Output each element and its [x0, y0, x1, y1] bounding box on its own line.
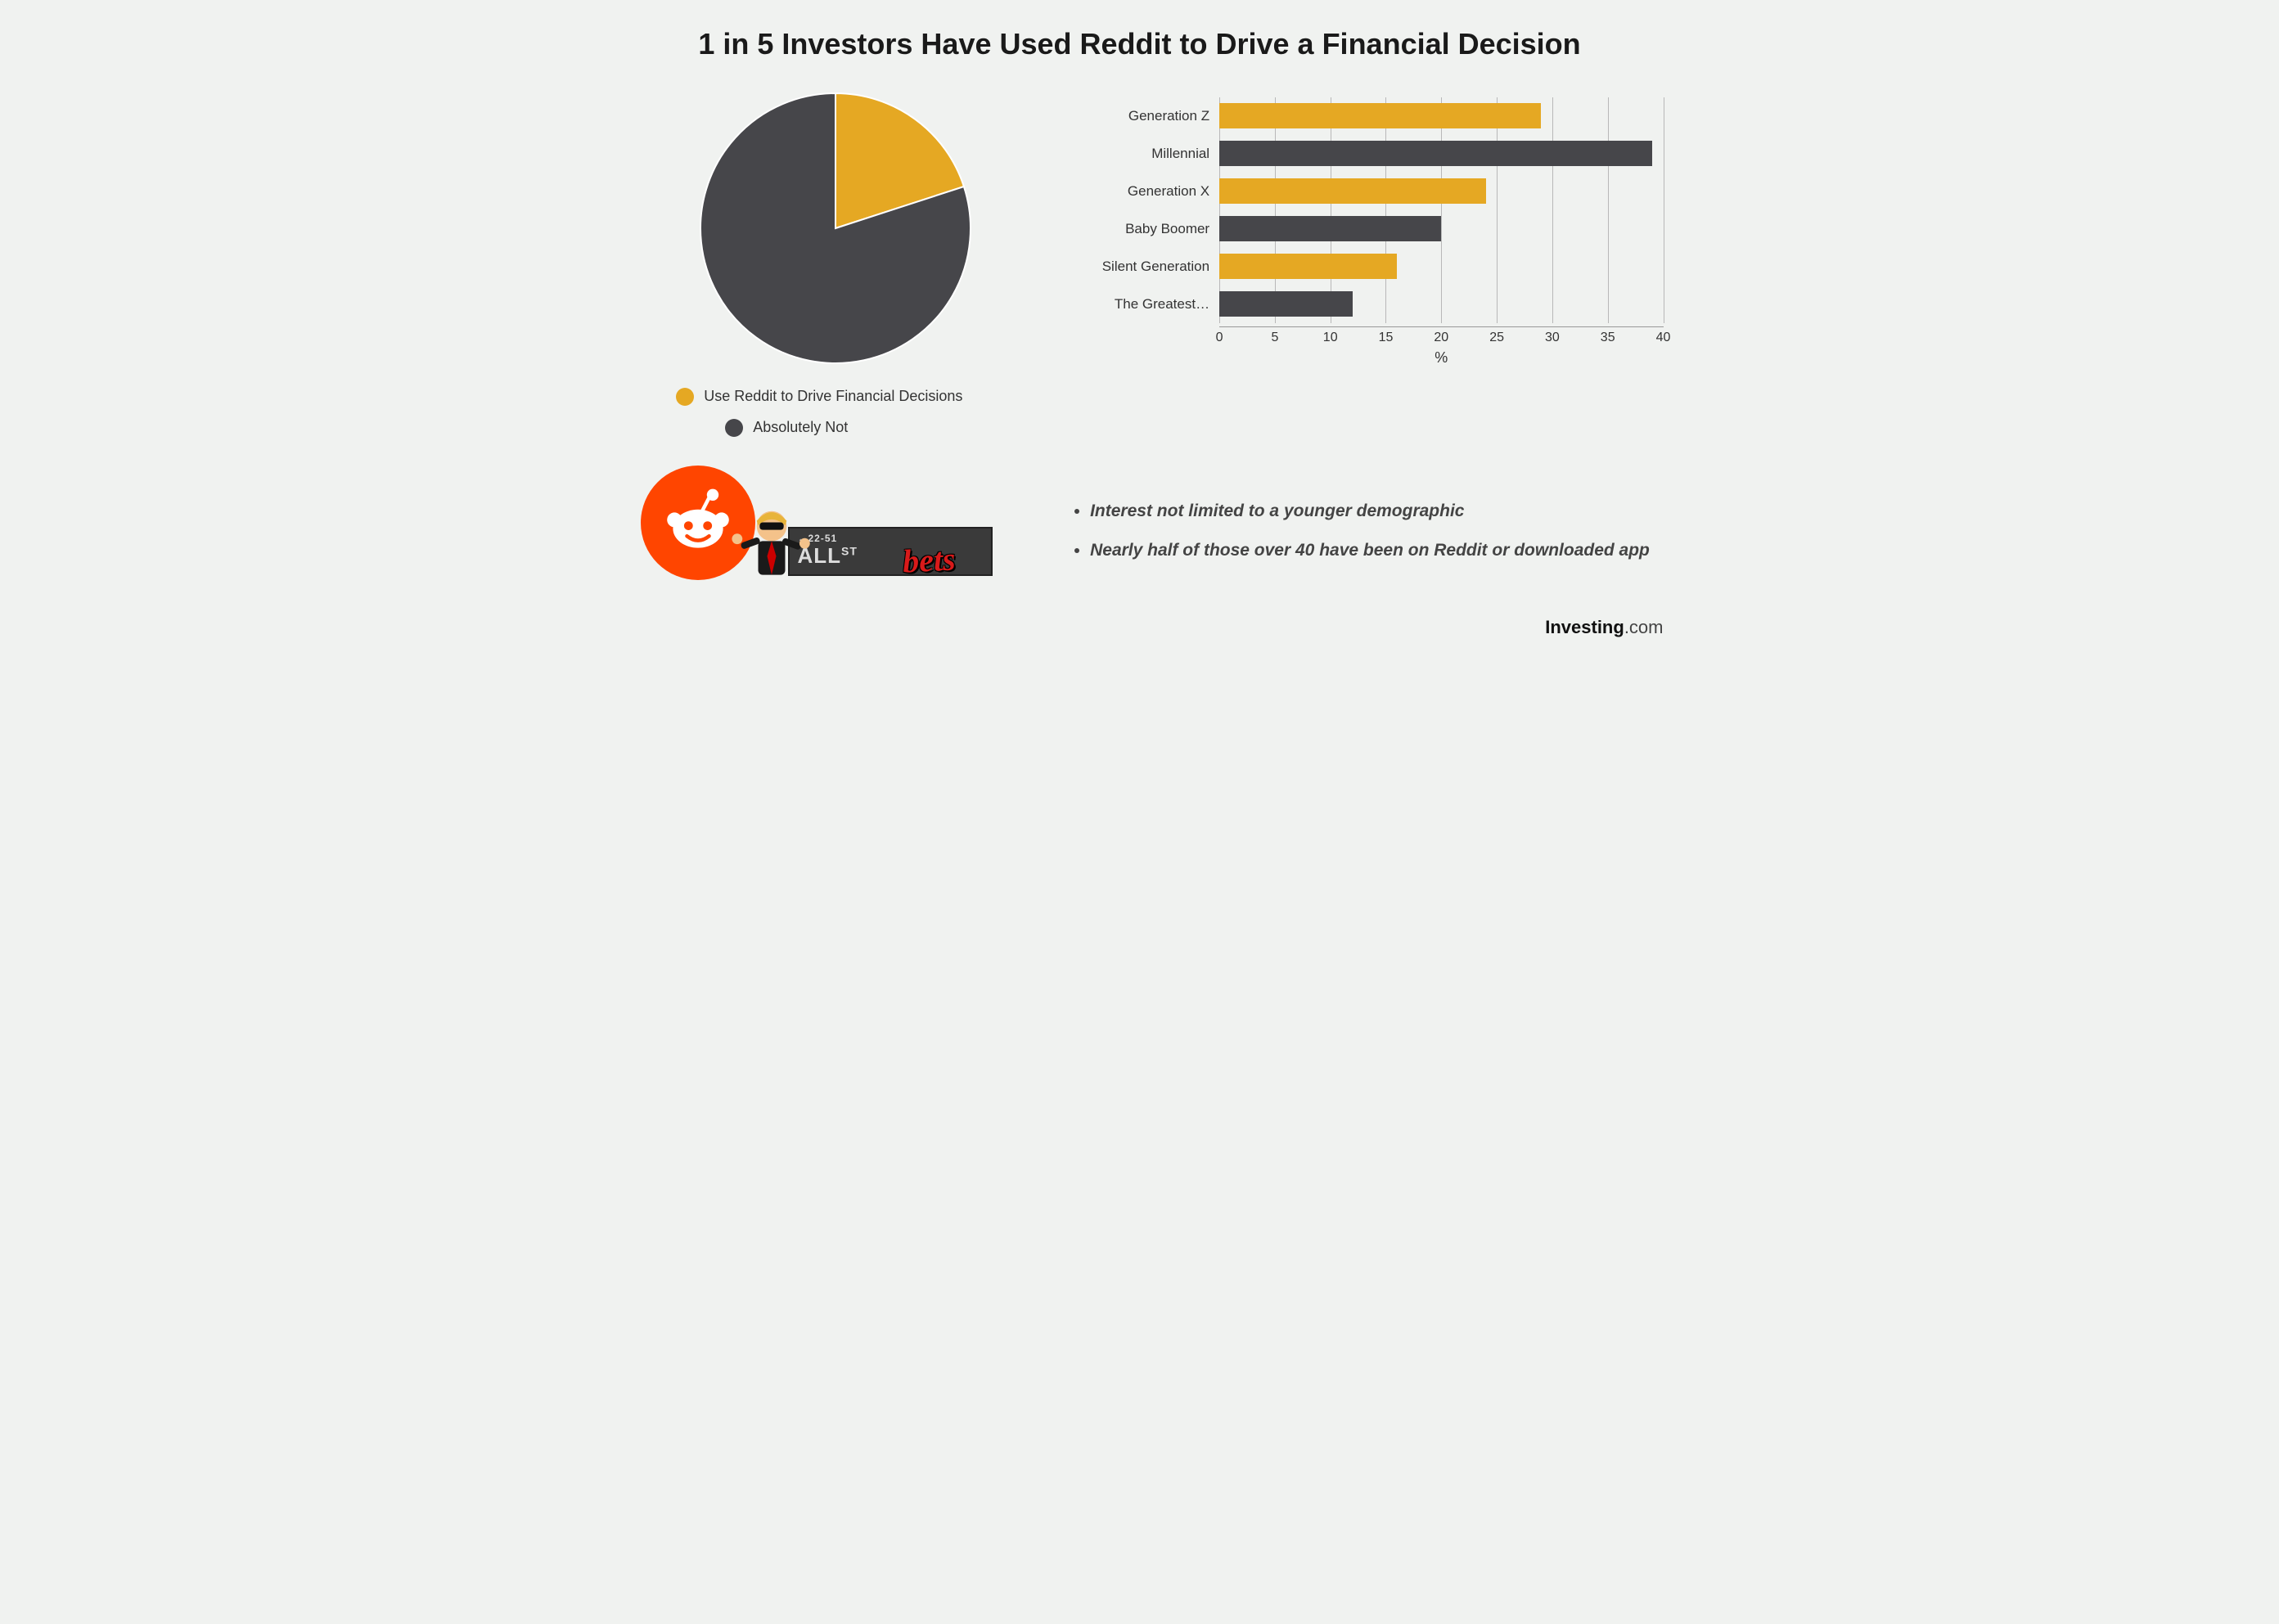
bullet-item: Interest not limited to a younger demogr… — [1090, 496, 1663, 527]
bar-fill — [1219, 254, 1397, 279]
x-tick: 10 — [1323, 331, 1338, 345]
logo-cluster: ←22-51 ALLST bets — [616, 461, 1056, 609]
x-tick: 5 — [1271, 331, 1278, 345]
legend-item: Use Reddit to Drive Financial Decisions — [676, 388, 962, 406]
bar-fill — [1219, 216, 1441, 241]
x-tick: 40 — [1656, 331, 1671, 345]
bar-label: Baby Boomer — [1080, 221, 1219, 237]
pie-chart — [696, 89, 975, 367]
bar-row: Generation Z — [1080, 97, 1663, 135]
bar-fill — [1219, 178, 1485, 204]
bar-row: Baby Boomer — [1080, 210, 1663, 248]
x-tick: 15 — [1379, 331, 1394, 345]
bar-label: Generation X — [1080, 183, 1219, 200]
bar-chart: Generation Z Millennial Generation X Baby B… — [1080, 97, 1663, 367]
bar-chart-section: Generation Z Millennial Generation X Baby B… — [1080, 89, 1663, 367]
legend-swatch — [676, 388, 694, 406]
wsb-overlay-text: bets — [901, 539, 956, 580]
x-tick: 20 — [1434, 331, 1448, 345]
bar-row: Generation X — [1080, 173, 1663, 210]
x-tick: 0 — [1216, 331, 1223, 345]
wallstreetbets-icon: ←22-51 ALLST bets — [731, 506, 993, 588]
wsb-sign-suffix: ST — [841, 544, 858, 557]
brand-footer: Investing.com — [616, 617, 1664, 638]
bar-label: Silent Generation — [1080, 259, 1219, 275]
bar-row: Silent Generation — [1080, 248, 1663, 286]
bar-x-axis: 0510152025303540 — [1219, 326, 1663, 346]
pie-legend: Use Reddit to Drive Financial Decisions A… — [676, 388, 962, 437]
x-tick: 35 — [1601, 331, 1615, 345]
bar-label: Generation Z — [1080, 108, 1219, 124]
legend-label: Use Reddit to Drive Financial Decisions — [704, 388, 962, 405]
legend-label: Absolutely Not — [753, 419, 848, 436]
bar-fill — [1219, 103, 1541, 128]
bar-x-unit: % — [1219, 349, 1663, 367]
bullet-item: Nearly half of those over 40 have been o… — [1090, 535, 1663, 566]
x-tick: 25 — [1489, 331, 1504, 345]
legend-swatch — [725, 419, 743, 437]
page-title: 1 in 5 Investors Have Used Reddit to Dri… — [616, 25, 1664, 65]
brand-bold: Investing — [1545, 617, 1624, 637]
bar-fill — [1219, 141, 1652, 166]
bar-row: The Greatest… — [1080, 286, 1663, 323]
bar-row: Millennial — [1080, 135, 1663, 173]
brand-suffix: .com — [1624, 617, 1664, 637]
bar-fill — [1219, 291, 1353, 317]
pie-chart-section: Use Reddit to Drive Financial Decisions A… — [616, 89, 1056, 437]
bar-label: Millennial — [1080, 146, 1219, 162]
bullet-list: Interest not limited to a younger demogr… — [1072, 496, 1663, 574]
legend-item: Absolutely Not — [725, 419, 848, 437]
x-tick: 30 — [1545, 331, 1560, 345]
bar-label: The Greatest… — [1080, 296, 1219, 313]
